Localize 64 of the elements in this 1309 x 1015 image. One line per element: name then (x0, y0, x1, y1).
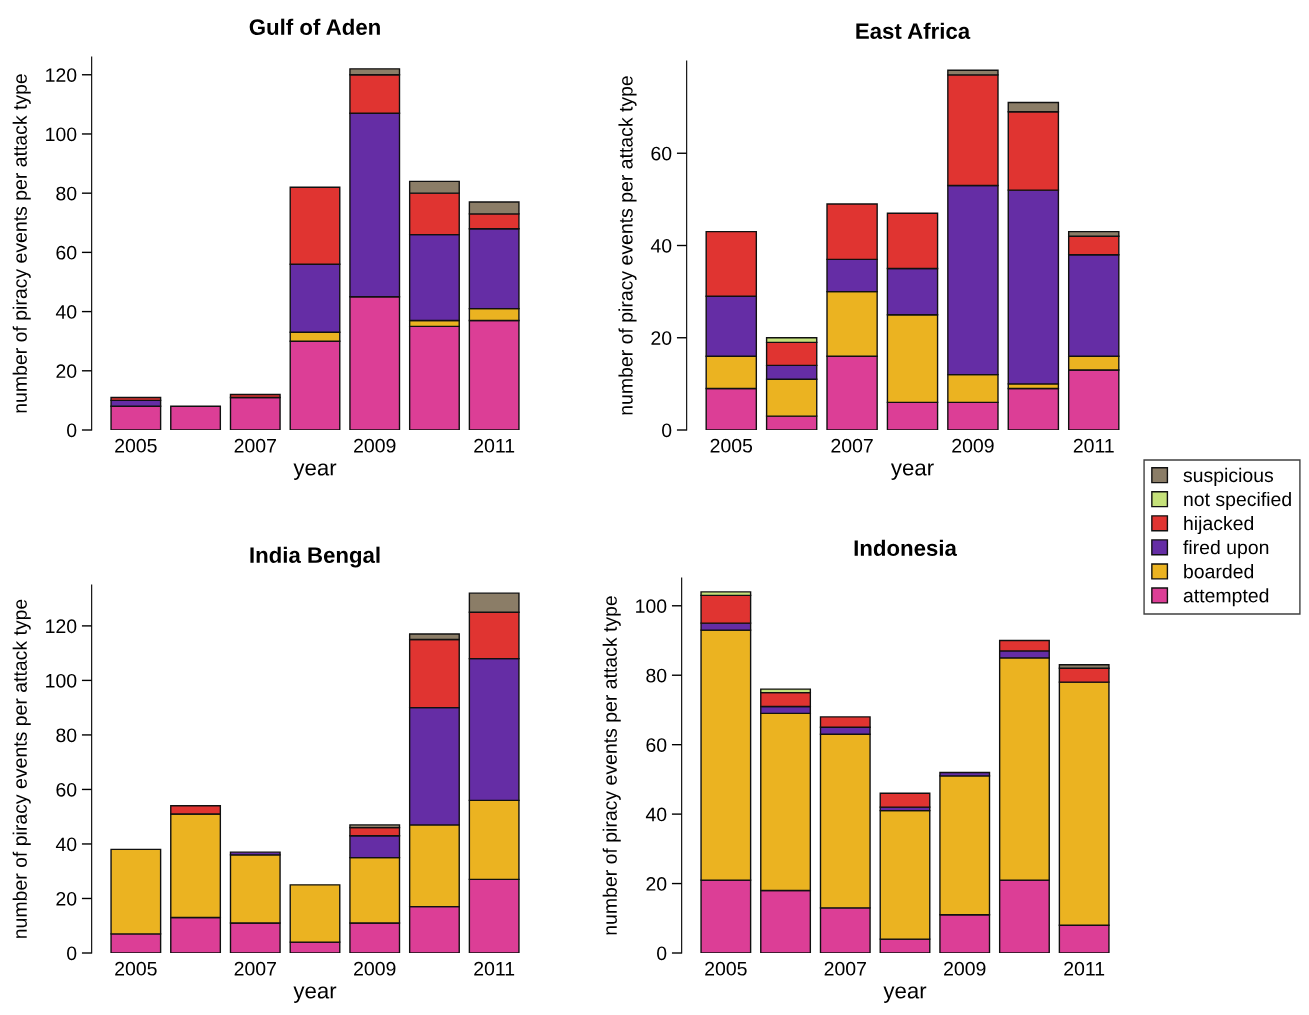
y-tick-label: 20 (56, 891, 77, 906)
x-tick-label: 2011 (1064, 961, 1105, 976)
y-tick-label: 60 (646, 738, 667, 752)
x-tick-label: 2011 (474, 438, 515, 453)
y-tick-label: 80 (56, 186, 77, 201)
y-axis-title: number of piracy events per attack type (12, 74, 31, 413)
legend-label: attempted (1183, 588, 1269, 607)
x-tick-label: 2011 (474, 961, 515, 976)
x-tick-label: 2007 (831, 438, 873, 453)
y-tick-label: 80 (646, 668, 667, 683)
x-tick-label: 2011 (1073, 438, 1114, 453)
x-tick-label: 2007 (234, 438, 276, 453)
bar (229, 396, 281, 430)
y-tick-label: 40 (645, 807, 667, 822)
x-axis-title: year (883, 986, 927, 1003)
legend-label: not specified (1184, 491, 1291, 511)
chart-title: India Bengal (250, 546, 380, 568)
x-tick-label: 2005 (115, 961, 157, 976)
y-tick-label: 0 (657, 946, 667, 961)
x-tick-label: 2009 (354, 961, 396, 976)
y-tick-label: 40 (55, 837, 77, 852)
x-tick-label: 2005 (115, 438, 157, 453)
x-tick-label: 2009 (944, 961, 986, 976)
y-tick-label: 120 (46, 68, 77, 82)
y-tick-label: 0 (662, 423, 672, 438)
y-tick-label: 0 (67, 946, 77, 961)
x-axis-title: year (293, 986, 337, 1003)
bar (1007, 387, 1060, 430)
y-tick-label: 40 (55, 305, 77, 319)
bar (170, 405, 222, 430)
x-axis-title: year (293, 463, 337, 480)
x-tick-label: 2009 (354, 438, 396, 453)
y-tick-label: 60 (56, 245, 77, 260)
legend-label: suspicious (1183, 467, 1274, 486)
bar (879, 792, 931, 808)
chart-title: East Africa (856, 22, 971, 39)
legend-label: fired upon (1183, 540, 1269, 559)
x-tick-label: 2007 (234, 961, 276, 976)
chart-title: Gulf of Aden (249, 18, 380, 35)
bar (408, 325, 460, 430)
y-tick-label: 100 (636, 599, 667, 614)
y-tick-label: 40 (650, 238, 672, 253)
y-tick-label: 100 (46, 673, 77, 688)
y-tick-label: 20 (56, 364, 77, 379)
legend-label: boarded (1184, 564, 1254, 579)
chart-title: Indonesia (854, 539, 958, 556)
bar (110, 405, 162, 430)
legend-label: hijacked (1184, 515, 1254, 535)
x-tick-label: 2005 (710, 438, 753, 453)
x-tick-label: 2005 (705, 961, 747, 976)
x-tick-label: 2009 (952, 438, 994, 453)
y-tick-label: 60 (56, 782, 77, 797)
y-tick-label: 20 (651, 331, 672, 345)
y-tick-label: 0 (67, 423, 77, 438)
y-axis-title: number of piracy events per attack type (12, 599, 31, 938)
y-axis-title: number of piracy events per attack type (602, 596, 621, 935)
x-axis-title: year (890, 463, 934, 480)
y-axis-title: number of piracy events per attack type (618, 76, 637, 415)
x-tick-label: 2007 (824, 961, 866, 976)
y-tick-label: 120 (46, 619, 77, 634)
y-tick-label: 100 (46, 127, 77, 142)
y-tick-label: 20 (646, 877, 667, 891)
y-tick-label: 80 (56, 728, 77, 743)
y-tick-label: 60 (651, 146, 672, 161)
